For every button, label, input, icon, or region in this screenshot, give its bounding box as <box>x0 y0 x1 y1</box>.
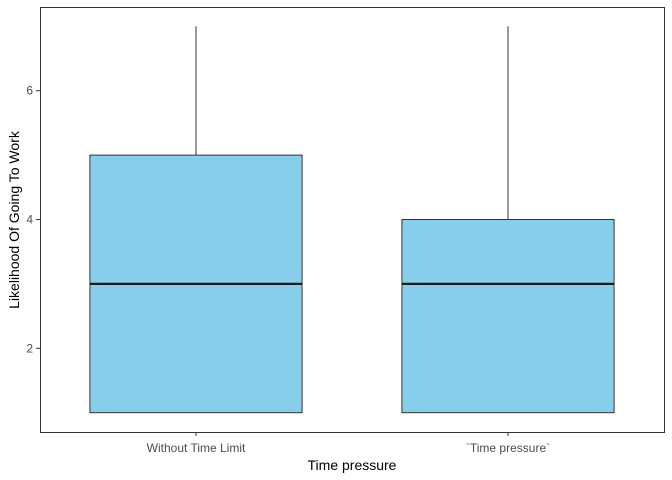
x-tick-label: `Time pressure` <box>466 441 550 455</box>
y-axis-ticks: 2 4 6 <box>26 84 40 355</box>
y-axis-title: Likelihood Of Going To Work <box>6 130 22 309</box>
x-axis-ticks: Without Time Limit `Time pressure` <box>147 432 550 455</box>
x-tick-label: Without Time Limit <box>147 441 246 455</box>
box-iqr <box>401 219 615 414</box>
y-tick-label: 6 <box>26 84 33 98</box>
plot-marks <box>89 26 615 414</box>
y-tick-label: 4 <box>26 213 33 227</box>
x-axis-title: Time pressure <box>308 457 397 473</box>
y-tick-label: 2 <box>26 341 33 355</box>
plot-panel-border <box>40 7 665 433</box>
